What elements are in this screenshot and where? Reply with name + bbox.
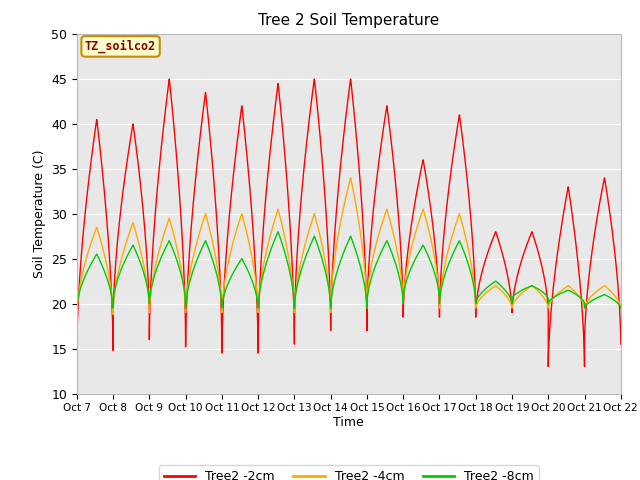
Tree2 -4cm	[413, 224, 421, 230]
Tree2 -4cm	[564, 283, 572, 288]
Tree2 -8cm	[138, 264, 146, 270]
Tree2 -2cm	[73, 348, 81, 353]
Tree2 -4cm	[73, 312, 81, 317]
Tree2 -2cm	[138, 195, 146, 201]
Title: Tree 2 Soil Temperature: Tree 2 Soil Temperature	[258, 13, 440, 28]
Tree2 -2cm	[413, 186, 421, 192]
Y-axis label: Soil Temperature (C): Soil Temperature (C)	[33, 149, 45, 278]
Text: TZ_soilco2: TZ_soilco2	[85, 40, 156, 53]
Tree2 -4cm	[567, 285, 575, 290]
Line: Tree2 -8cm: Tree2 -8cm	[77, 232, 621, 308]
Line: Tree2 -2cm: Tree2 -2cm	[77, 79, 621, 367]
Tree2 -2cm	[564, 184, 572, 190]
Tree2 -8cm	[617, 305, 625, 311]
Tree2 -4cm	[282, 236, 289, 242]
Tree2 -8cm	[567, 288, 575, 294]
Tree2 -2cm	[567, 201, 575, 206]
Tree2 -2cm	[588, 249, 596, 254]
Tree2 -4cm	[347, 175, 355, 180]
Tree2 -2cm	[617, 341, 625, 347]
Tree2 -8cm	[73, 305, 81, 311]
Tree2 -8cm	[588, 298, 596, 303]
Tree2 -2cm	[545, 364, 552, 370]
Tree2 -2cm	[282, 156, 289, 162]
Tree2 -8cm	[274, 229, 282, 235]
Legend: Tree2 -2cm, Tree2 -4cm, Tree2 -8cm: Tree2 -2cm, Tree2 -4cm, Tree2 -8cm	[159, 465, 539, 480]
Tree2 -8cm	[282, 252, 289, 257]
Tree2 -2cm	[310, 76, 318, 82]
Line: Tree2 -4cm: Tree2 -4cm	[77, 178, 621, 314]
X-axis label: Time: Time	[333, 416, 364, 429]
Tree2 -8cm	[413, 252, 421, 258]
Tree2 -4cm	[138, 254, 146, 260]
Tree2 -8cm	[564, 288, 572, 293]
Tree2 -4cm	[617, 305, 625, 311]
Tree2 -4cm	[588, 293, 596, 299]
